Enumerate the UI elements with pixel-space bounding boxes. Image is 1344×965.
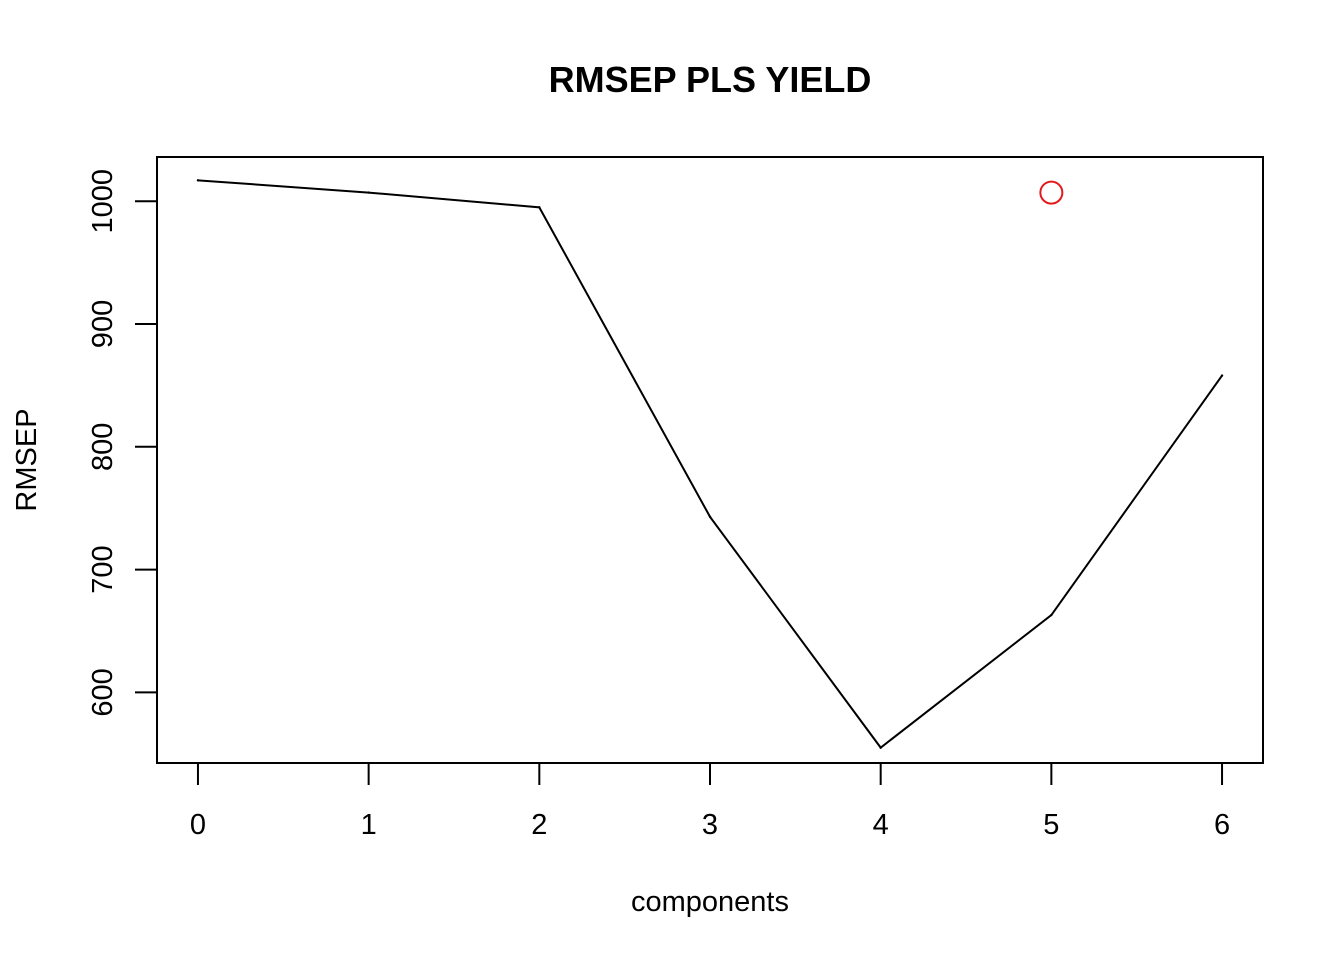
plot-frame: [156, 156, 1264, 764]
x-tick-label: 6: [1214, 809, 1230, 841]
data-point: [708, 515, 712, 518]
data-point: [196, 179, 200, 182]
y-tick-label: 900: [87, 300, 119, 348]
x-tick-label: 4: [873, 809, 889, 841]
x-axis-label: components: [631, 886, 789, 918]
x-tick-label: 0: [190, 809, 206, 841]
data-point: [1220, 374, 1224, 377]
y-tick-label: 800: [87, 423, 119, 471]
data-point: [879, 746, 882, 749]
data-point: [367, 191, 370, 194]
chart-title: RMSEP PLS YIELD: [549, 59, 872, 100]
y-tick-label: 700: [87, 545, 119, 593]
series-layer: [196, 179, 1224, 750]
x-axis: 0 1 2 3 4 5 6: [190, 762, 1230, 841]
highlight-point-marker: [1039, 180, 1064, 205]
x-tick-label: 2: [531, 809, 547, 841]
x-tick-label: 3: [702, 809, 718, 841]
data-point: [1050, 613, 1053, 617]
x-tick-label: 5: [1043, 809, 1059, 841]
data-point: [538, 206, 541, 209]
y-axis-label: RMSEP: [11, 408, 43, 511]
series-line: [197, 179, 1223, 750]
x-tick-label: 1: [361, 809, 377, 841]
y-tick-label: 1000: [87, 169, 119, 234]
y-tick-label: 600: [87, 668, 119, 716]
y-axis: 600 700 800 900 1000: [87, 169, 158, 717]
